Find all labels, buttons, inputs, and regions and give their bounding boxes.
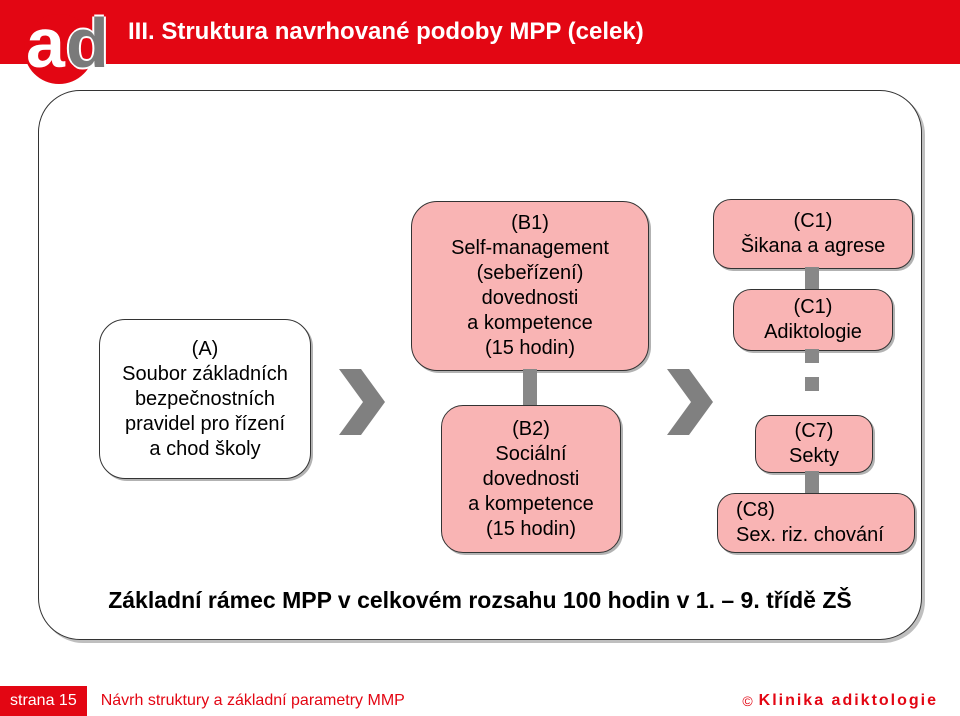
connector-dots	[805, 349, 819, 363]
logo-letter-a: a	[26, 8, 65, 78]
node-C2: (C1) Adiktologie	[733, 289, 893, 351]
node-A: (A) Soubor základních bezpečnostních pra…	[99, 319, 311, 479]
node-C7: (C7) Sekty	[755, 415, 873, 473]
connector-dots	[805, 377, 819, 391]
chevron-right-icon	[339, 369, 385, 435]
node-B2: (B2) Sociální dovednosti a kompetence (1…	[441, 405, 621, 553]
diagram-caption: Základní rámec MPP v celkovém rozsahu 10…	[39, 587, 921, 614]
clinic-name: Klinika adiktologie	[759, 692, 938, 710]
copyright-icon: ©	[742, 693, 752, 709]
node-C8-text: (C8) Sex. riz. chování	[736, 498, 884, 548]
node-C2-text: (C1) Adiktologie	[764, 295, 862, 345]
footer: strana 15 Návrh struktury a základní par…	[0, 686, 960, 716]
connector-B1-B2	[523, 369, 537, 409]
logo-letter-d: d	[66, 8, 109, 78]
diagram-frame: (A) Soubor základních bezpečnostních pra…	[38, 90, 922, 640]
node-C7-text: (C7) Sekty	[789, 419, 839, 469]
logo: a d	[24, 14, 108, 86]
footer-title: Návrh struktury a základní parametry MMP	[101, 692, 405, 710]
node-B2-text: (B2) Sociální dovednosti a kompetence (1…	[468, 417, 594, 542]
chevron-right-icon	[667, 369, 713, 435]
node-C8: (C8) Sex. riz. chování	[717, 493, 915, 553]
node-B1: (B1) Self-management (sebeřízení) dovedn…	[411, 201, 649, 371]
header-bar: III. Struktura navrhované podoby MPP (ce…	[0, 0, 960, 64]
node-B1-text: (B1) Self-management (sebeřízení) dovedn…	[451, 211, 609, 361]
node-C1: (C1) Šikana a agrese	[713, 199, 913, 269]
node-A-text: (A) Soubor základních bezpečnostních pra…	[122, 337, 288, 462]
node-C1-text: (C1) Šikana a agrese	[741, 209, 886, 259]
page-title: III. Struktura navrhované podoby MPP (ce…	[128, 18, 644, 46]
page-number: strana 15	[0, 686, 87, 716]
